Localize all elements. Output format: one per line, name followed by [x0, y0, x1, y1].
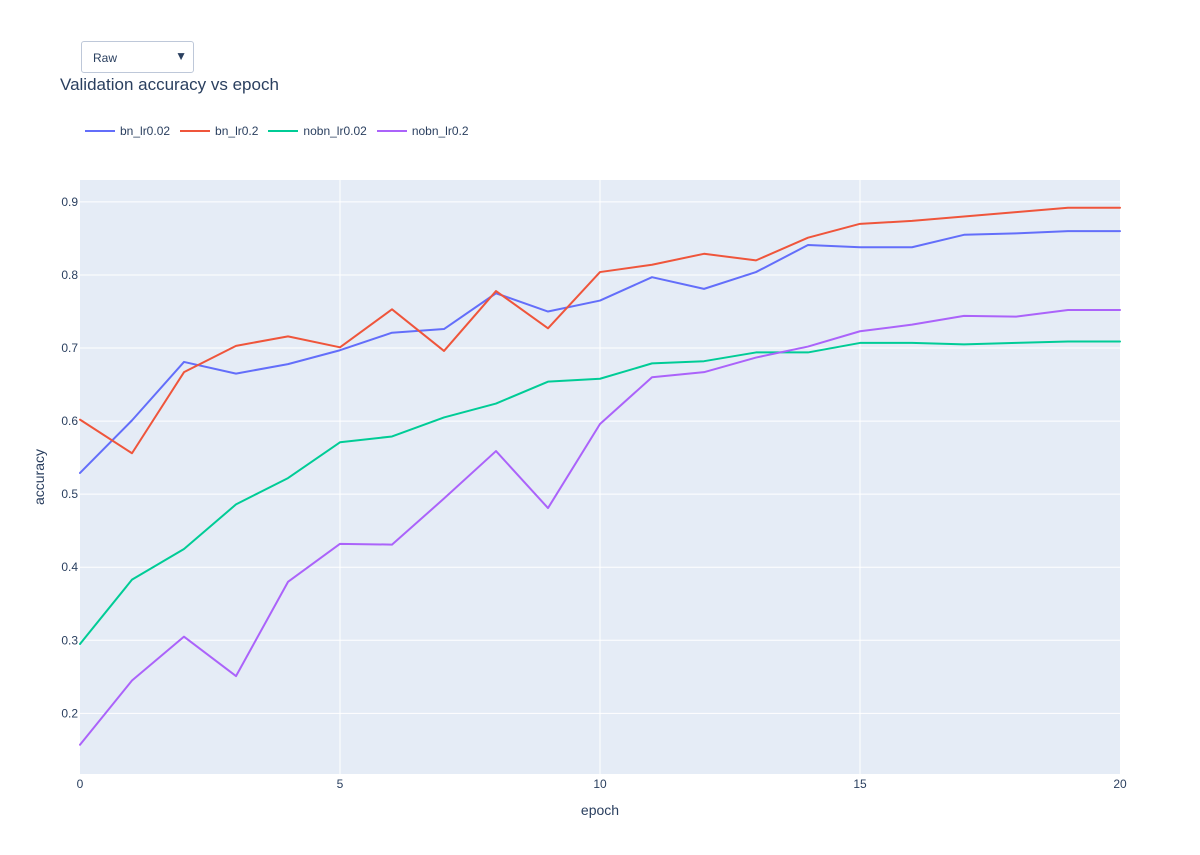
- legend-item-bn_lr0.02[interactable]: bn_lr0.02: [85, 124, 170, 138]
- y-tick-label: 0.3: [61, 633, 78, 647]
- legend-item-nobn_lr0.2[interactable]: nobn_lr0.2: [376, 124, 469, 138]
- y-axis-title: accuracy: [31, 449, 47, 505]
- x-tick-label: 5: [337, 777, 344, 791]
- legend-label: nobn_lr0.02: [303, 124, 367, 138]
- legend-swatch: [376, 130, 407, 132]
- legend-label: nobn_lr0.2: [411, 124, 469, 138]
- y-tick-label: 0.4: [61, 560, 78, 574]
- series-line-nobn_lr0.02: [79, 340, 1121, 645]
- view-dropdown[interactable]: Raw ▼: [81, 41, 194, 73]
- legend-item-nobn_lr0.02[interactable]: nobn_lr0.02: [268, 124, 367, 138]
- series-line-bn_lr0.2: [79, 206, 1121, 455]
- dropdown-arrow-icon: ▼: [175, 49, 187, 63]
- legend-swatch: [268, 130, 299, 132]
- y-tick-label: 0.6: [61, 414, 78, 428]
- legend-label: bn_lr0.2: [215, 124, 259, 138]
- x-tick-label: 10: [593, 777, 607, 791]
- y-tick-label: 0.5: [61, 487, 78, 501]
- x-tick-label: 0: [77, 777, 84, 791]
- y-tick-label: 0.8: [61, 268, 78, 282]
- x-tick-label: 20: [1113, 777, 1127, 791]
- x-axis-title: epoch: [581, 802, 619, 818]
- series-line-nobn_lr0.2: [79, 309, 1121, 746]
- y-tick-label: 0.7: [61, 341, 78, 355]
- series-line-bn_lr0.02: [79, 230, 1121, 474]
- legend-swatch: [180, 130, 211, 132]
- legend-label: bn_lr0.02: [120, 124, 171, 138]
- legend-swatch: [85, 130, 115, 132]
- y-tick-label: 0.2: [61, 706, 78, 720]
- y-tick-label: 0.9: [61, 195, 78, 209]
- chart-legend: bn_lr0.02 bn_lr0.2 nobn_lr0.02 nobn_lr0.2: [85, 122, 479, 140]
- dropdown-selected-value: Raw: [93, 51, 118, 65]
- x-tick-label: 15: [853, 777, 867, 791]
- chart-title: Validation accuracy vs epoch: [60, 75, 279, 94]
- legend-item-bn_lr0.2[interactable]: bn_lr0.2: [180, 124, 258, 138]
